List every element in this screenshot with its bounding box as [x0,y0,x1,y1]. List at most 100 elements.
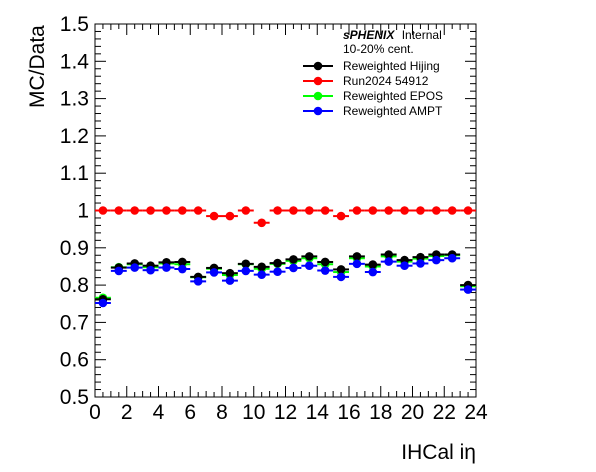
legend-marker [313,76,323,86]
data-point [416,206,425,215]
data-point [193,206,203,215]
y-tick-label: 0.9 [60,237,89,260]
data-point [241,206,251,215]
data-point [336,265,346,274]
y-tick-label: 0.6 [60,349,89,372]
data-point [336,272,346,282]
y-axis-tick-labels: 0.5 0.6 0.7 0.8 0.9 1 1.1 1.2 1.3 1.4 1.5 [60,13,90,409]
y-axis-ticks [95,23,476,398]
x-tick-label: 0 [89,401,101,424]
data-point [305,206,314,215]
x-tick-label: 20 [401,401,424,424]
data-point [225,211,235,221]
y-tick-label: 1.5 [60,13,89,36]
data-point [447,206,457,215]
experiment-label: sPHENIX [343,28,395,42]
legend-label: Reweighted AMPT [343,104,443,118]
x-tick-label: 8 [216,401,228,424]
legend-entry-reweighted-hijing: Reweighted Hijing [303,59,440,73]
data-point [273,258,282,268]
y-tick-label: 0.8 [60,274,89,297]
data-point [352,206,362,215]
legend-label: Reweighted Hijing [343,59,440,73]
x-axis-ticks [94,24,477,397]
x-axis-label: IHCal iη [401,441,476,464]
data-point [289,206,298,215]
data-point [162,206,171,215]
x-tick-label: 18 [369,401,392,424]
data-point [225,268,235,278]
data-point [178,206,187,215]
y-tick-label: 1.3 [60,88,89,111]
data-point [368,267,378,277]
data-point [289,263,298,273]
legend-marker [313,61,323,71]
legend-label: Run2024 54912 [343,74,429,88]
x-tick-label: 14 [306,401,330,424]
data-point [400,261,409,271]
data-point [320,206,330,215]
data-point [257,218,266,228]
data-point [98,206,108,215]
data-point [241,259,251,269]
data-point [162,263,171,272]
centrality-label: 10-20% cent. [343,42,414,56]
x-axis-tick-labels: 0 2 4 6 8 10 12 14 16 18 20 22 24 [89,401,488,424]
y-axis-label: MC/Data [26,25,49,108]
data-point [241,266,251,276]
data-point [305,252,314,261]
data-point [114,206,124,215]
data-point [257,270,266,279]
data-point [320,266,330,275]
x-tick-label: 16 [337,401,360,424]
y-tick-label: 1 [77,200,89,223]
y-tick-label: 1.4 [60,50,90,73]
x-tick-label: 6 [184,401,196,424]
data-point [178,264,187,274]
data-point [257,262,266,272]
data-point [432,206,441,215]
legend-entry-reweighted-epos: Reweighted EPOS [303,89,443,103]
data-point [130,206,139,215]
series-run2024-54912 [95,206,476,228]
y-tick-label: 0.5 [60,386,89,409]
x-tick-label: 2 [121,401,133,424]
data-point [368,260,378,269]
data-point [320,257,330,267]
data-point [225,276,235,285]
x-tick-label: 10 [242,401,265,424]
annotation-line-1: sPHENIX Internal [343,28,442,42]
series-reweighted-ampt [95,253,476,308]
x-tick-label: 12 [274,401,297,424]
data-point [273,267,282,276]
data-point [178,257,187,267]
x-tick-label: 22 [433,401,456,424]
data-point [416,252,425,262]
data-point [336,211,346,221]
data-point [273,206,282,215]
x-tick-label: 4 [153,401,165,424]
data-point [98,298,108,308]
y-tick-label: 0.7 [60,311,89,334]
legend-marker [313,106,323,116]
x-tick-label: 24 [464,401,488,424]
data-point [447,253,457,263]
y-tick-label: 1.2 [60,125,89,148]
data-point [305,261,314,271]
data-point [384,250,393,259]
y-tick-label: 1.1 [60,162,89,185]
data-point [400,206,409,215]
status-label: Internal [402,28,442,42]
data-point [114,266,124,276]
data-point [130,263,139,272]
data-point [384,257,393,266]
data-point [463,206,473,215]
data-point [209,211,219,221]
legend-entry-run2024-54912: Run2024 54912 [303,74,429,88]
data-point [352,259,362,269]
data-point [146,206,155,215]
legend-entry-reweighted-ampt: Reweighted AMPT [303,104,443,118]
